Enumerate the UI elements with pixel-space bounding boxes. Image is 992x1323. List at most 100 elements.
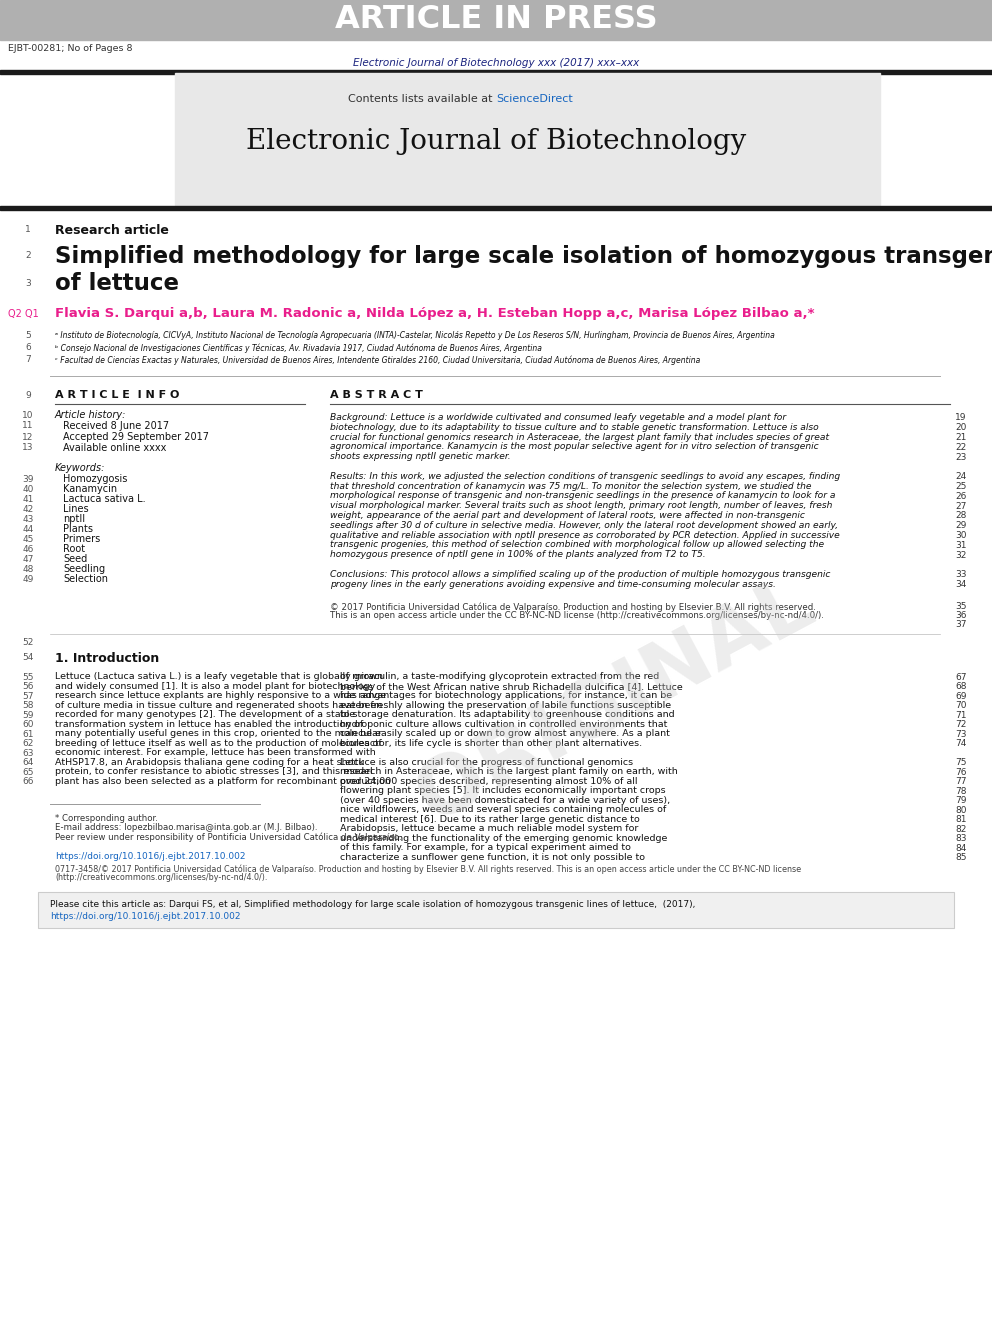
Text: 75: 75 [955, 758, 966, 767]
Text: 29: 29 [955, 521, 966, 531]
Text: Q2 Q1: Q2 Q1 [8, 310, 39, 319]
Text: 78: 78 [955, 787, 966, 795]
Text: Peer review under responsibility of Pontificia Universidad Católica de Valparaís: Peer review under responsibility of Pont… [55, 832, 402, 841]
Text: 2: 2 [25, 251, 31, 261]
Text: visual morphological marker. Several traits such as shoot length, primary root l: visual morphological marker. Several tra… [330, 501, 832, 511]
Text: Flavia S. Darqui a,b, Laura M. Radonic a, Nilda López a, H. Esteban Hopp a,c, Ma: Flavia S. Darqui a,b, Laura M. Radonic a… [55, 307, 814, 320]
Text: 56: 56 [22, 683, 34, 691]
Text: Homozygosis: Homozygosis [63, 474, 127, 484]
Text: ᶜ Facultad de Ciencias Exactas y Naturales, Universidad de Buenos Aires, Intende: ᶜ Facultad de Ciencias Exactas y Natural… [55, 356, 700, 365]
Text: agronomical importance. Kanamycin is the most popular selective agent for in vit: agronomical importance. Kanamycin is the… [330, 442, 818, 451]
Text: 21: 21 [955, 433, 966, 442]
Text: recorded for many genotypes [2]. The development of a stable: recorded for many genotypes [2]. The dev… [55, 710, 355, 720]
Text: ᵇ Consejo Nacional de Investigaciones Científicas y Técnicas, Av. Rivadavia 1917: ᵇ Consejo Nacional de Investigaciones Ci… [55, 343, 542, 353]
Text: Lines: Lines [63, 504, 88, 515]
Text: 70: 70 [955, 701, 966, 710]
Text: 46: 46 [22, 545, 34, 553]
Text: hydroponic culture allows cultivation in controlled environments that: hydroponic culture allows cultivation in… [340, 720, 668, 729]
Text: 79: 79 [955, 796, 966, 806]
Text: morphological response of transgenic and non-transgenic seedlings in the presenc: morphological response of transgenic and… [330, 491, 835, 500]
Text: Research article: Research article [55, 224, 169, 237]
Text: 76: 76 [955, 767, 966, 777]
Text: 48: 48 [22, 565, 34, 573]
Text: plant has also been selected as a platform for recombinant production: plant has also been selected as a platfo… [55, 777, 391, 786]
Text: Contents lists available at: Contents lists available at [348, 94, 496, 105]
Text: 64: 64 [22, 758, 34, 767]
Text: eaten freshly allowing the preservation of labile functions susceptible: eaten freshly allowing the preservation … [340, 701, 672, 709]
Text: 67: 67 [955, 672, 966, 681]
Text: 1: 1 [25, 225, 31, 234]
Text: 22: 22 [955, 443, 966, 452]
Text: 45: 45 [22, 534, 34, 544]
Text: qualitative and reliable association with nptII presence as corroborated by PCR : qualitative and reliable association wit… [330, 531, 840, 540]
Text: 82: 82 [955, 824, 966, 833]
Text: progeny lines in the early generations avoiding expensive and time-consuming mol: progeny lines in the early generations a… [330, 579, 776, 589]
Text: EJBT-00281; No of Pages 8: EJBT-00281; No of Pages 8 [8, 44, 133, 53]
Text: research since lettuce explants are highly responsive to a wide range: research since lettuce explants are high… [55, 691, 386, 700]
Text: and widely consumed [1]. It is also a model plant for biotechnology: and widely consumed [1]. It is also a mo… [55, 681, 375, 691]
Text: 55: 55 [22, 672, 34, 681]
Text: 61: 61 [22, 730, 34, 738]
Text: Root: Root [63, 544, 85, 554]
Text: Results: In this work, we adjusted the selection conditions of transgenic seedli: Results: In this work, we adjusted the s… [330, 472, 840, 480]
Text: 31: 31 [955, 541, 966, 550]
Text: 85: 85 [955, 853, 966, 863]
Text: Article history:: Article history: [55, 410, 126, 419]
Text: breeding of lettuce itself as well as to the production of molecules of: breeding of lettuce itself as well as to… [55, 738, 382, 747]
Bar [0, 206, 992, 210]
Text: nice wildflowers, weeds and several species containing molecules of: nice wildflowers, weeds and several spec… [340, 806, 667, 814]
Text: ARTICLE IN PRESS: ARTICLE IN PRESS [334, 4, 658, 36]
Text: 81: 81 [955, 815, 966, 824]
Text: weight, appearance of the aerial part and development of lateral roots, were aff: weight, appearance of the aerial part an… [330, 511, 805, 520]
Text: 52: 52 [22, 638, 34, 647]
Text: Seedling: Seedling [63, 564, 105, 574]
Text: 84: 84 [955, 844, 966, 853]
Text: 54: 54 [22, 652, 34, 662]
Text: homozygous presence of nptII gene in 100% of the plants analyzed from T2 to T5.: homozygous presence of nptII gene in 100… [330, 550, 705, 560]
Text: 30: 30 [955, 531, 966, 540]
Text: 28: 28 [955, 512, 966, 520]
Text: 49: 49 [22, 574, 34, 583]
Text: of miraculin, a taste-modifying glycoprotein extracted from the red: of miraculin, a taste-modifying glycopro… [340, 672, 660, 681]
Text: 58: 58 [22, 701, 34, 710]
Text: 13: 13 [22, 443, 34, 452]
Text: biotechnology, due to its adaptability to tissue culture and to stable genetic t: biotechnology, due to its adaptability t… [330, 423, 818, 431]
Text: 41: 41 [22, 495, 34, 504]
Text: 10: 10 [22, 410, 34, 419]
Text: 36: 36 [955, 611, 966, 619]
Text: Background: Lettuce is a worldwide cultivated and consumed leafy vegetable and a: Background: Lettuce is a worldwide culti… [330, 413, 786, 422]
Text: Conclusions: This protocol allows a simplified scaling up of the production of m: Conclusions: This protocol allows a simp… [330, 570, 830, 578]
Text: 62: 62 [22, 740, 34, 749]
Text: 9: 9 [25, 392, 31, 401]
Text: seedlings after 30 d of culture in selective media. However, only the lateral ro: seedlings after 30 d of culture in selec… [330, 521, 838, 529]
Bar [0, 0, 992, 40]
Text: https://doi.org/10.1016/j.ejbt.2017.10.002: https://doi.org/10.1016/j.ejbt.2017.10.0… [50, 912, 240, 921]
Text: can be easily scaled up or down to grow almost anywhere. As a plant: can be easily scaled up or down to grow … [340, 729, 670, 738]
Text: crucial for functional genomics research in Asteraceae, the largest plant family: crucial for functional genomics research… [330, 433, 829, 442]
Text: protein, to confer resistance to abiotic stresses [3], and this model: protein, to confer resistance to abiotic… [55, 767, 373, 777]
Text: Accepted 29 September 2017: Accepted 29 September 2017 [63, 433, 209, 442]
Text: AtHSP17.8, an Arabidopsis thaliana gene coding for a heat shock: AtHSP17.8, an Arabidopsis thaliana gene … [55, 758, 364, 767]
Text: shoots expressing nptII genetic marker.: shoots expressing nptII genetic marker. [330, 452, 511, 462]
Text: 12: 12 [22, 433, 34, 442]
Text: understanding the functionality of the emerging genomic knowledge: understanding the functionality of the e… [340, 833, 668, 843]
Text: that threshold concentration of kanamycin was 75 mg/L. To monitor the selection : that threshold concentration of kanamyci… [330, 482, 811, 491]
Text: © 2017 Pontificia Universidad Católica de Valparaíso. Production and hosting by : © 2017 Pontificia Universidad Católica d… [330, 602, 815, 611]
Text: of this family. For example, for a typical experiment aimed to: of this family. For example, for a typic… [340, 843, 631, 852]
Text: economic interest. For example, lettuce has been transformed with: economic interest. For example, lettuce … [55, 749, 376, 757]
Text: 44: 44 [23, 524, 34, 533]
Text: transformation system in lettuce has enabled the introduction of: transformation system in lettuce has ena… [55, 720, 363, 729]
Text: 42: 42 [23, 504, 34, 513]
Text: 80: 80 [955, 806, 966, 815]
Text: 24: 24 [955, 472, 966, 482]
Bar [0, 70, 992, 74]
Text: Arabidopsis, lettuce became a much reliable model system for: Arabidopsis, lettuce became a much relia… [340, 824, 639, 833]
Text: has advantages for biotechnology applications, for instance, it can be: has advantages for biotechnology applica… [340, 691, 673, 700]
Text: 63: 63 [22, 749, 34, 758]
Text: characterize a sunflower gene function, it is not only possible to: characterize a sunflower gene function, … [340, 853, 645, 861]
Text: Kanamycin: Kanamycin [63, 484, 117, 493]
Text: 34: 34 [955, 579, 966, 589]
Text: 59: 59 [22, 710, 34, 720]
Text: Selection: Selection [63, 574, 108, 583]
Text: nptII: nptII [63, 515, 85, 524]
